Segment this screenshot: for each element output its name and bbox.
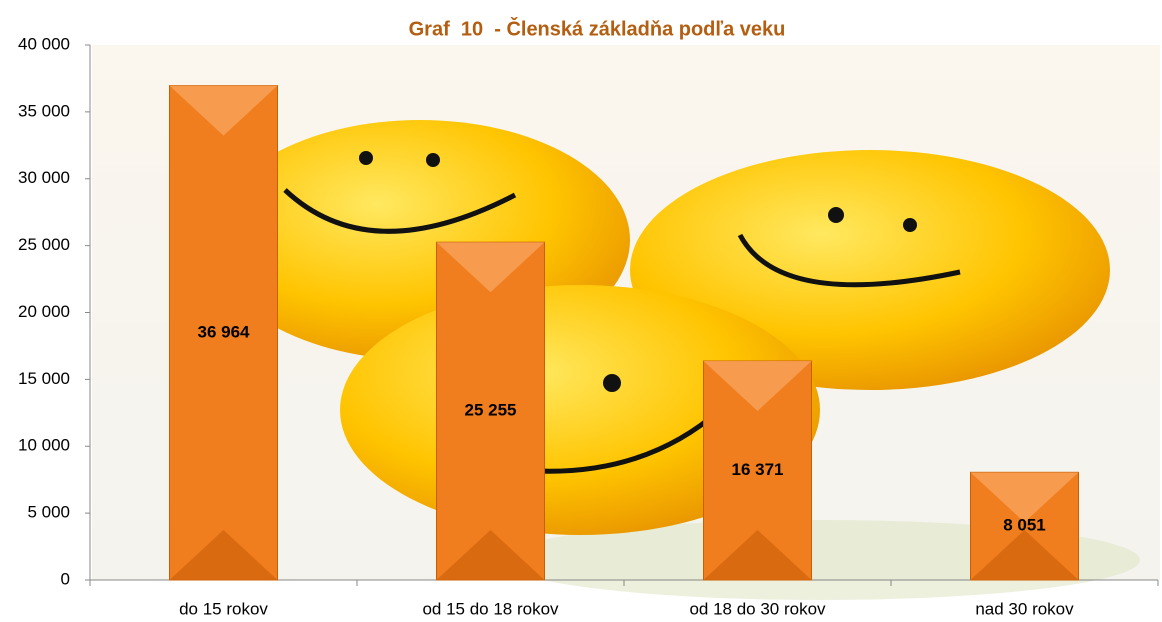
x-tick-label: nad 30 rokov bbox=[975, 599, 1074, 618]
y-tick-label: 0 bbox=[61, 569, 70, 588]
y-tick-label: 35 000 bbox=[18, 101, 70, 120]
value-label: 36 964 bbox=[198, 322, 251, 341]
chart-title: Graf 10 - Členská základňa podľa veku bbox=[409, 16, 786, 40]
value-label: 25 255 bbox=[465, 401, 517, 420]
y-tick-label: 10 000 bbox=[18, 436, 70, 455]
y-tick-label: 20 000 bbox=[18, 302, 70, 321]
y-tick-label: 25 000 bbox=[18, 235, 70, 254]
y-tick-label: 30 000 bbox=[18, 168, 70, 187]
x-tick-label: od 18 do 30 rokov bbox=[689, 599, 826, 618]
chart: Graf 10 - Členská základňa podľa veku 0 5… bbox=[0, 0, 1162, 622]
y-tick-label: 5 000 bbox=[27, 503, 70, 522]
x-tick-label: od 15 do 18 rokov bbox=[422, 599, 559, 618]
x-tick-label: do 15 rokov bbox=[179, 599, 268, 618]
y-tick-label: 40 000 bbox=[18, 34, 70, 53]
value-label: 16 371 bbox=[732, 460, 784, 479]
y-tick-label: 15 000 bbox=[18, 369, 70, 388]
value-label: 8 051 bbox=[1003, 516, 1046, 535]
